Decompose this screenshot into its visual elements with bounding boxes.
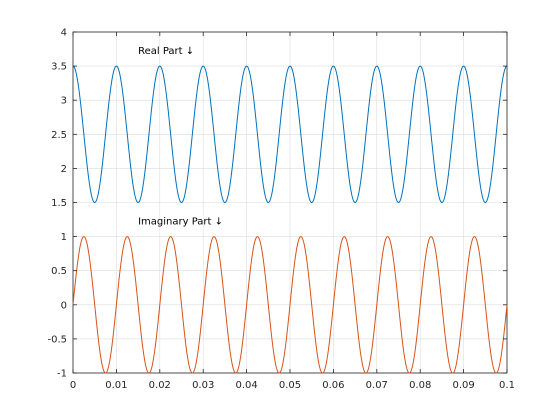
y-tick-label: -1 <box>57 369 67 380</box>
x-tick-label: 0.01 <box>105 380 127 391</box>
x-tick-label: 0.1 <box>499 380 515 391</box>
imaginary-part-label: Imaginary Part ↓ <box>138 216 223 227</box>
y-tick-label: 1 <box>61 232 67 243</box>
y-tick-label: 1.5 <box>51 198 67 209</box>
y-tick-label: 4 <box>61 28 67 39</box>
y-axis: -1 -0.5 0 0.5 1 1.5 2 2.5 3 3.5 4 <box>47 28 507 380</box>
x-tick-label: 0.09 <box>452 380 474 391</box>
x-tick-label: 0.04 <box>235 380 257 391</box>
y-tick-label: 3 <box>61 96 67 107</box>
x-axis: 0 0.01 0.02 0.03 0.04 0.05 0.06 0.07 0.08 0.09 0.1 <box>70 32 515 391</box>
x-tick-label: 0.05 <box>279 380 301 391</box>
x-tick-label: 0.06 <box>322 380 344 391</box>
y-tick-label: -0.5 <box>47 334 67 345</box>
y-tick-label: 2.5 <box>51 130 67 141</box>
x-tick-label: 0.03 <box>192 380 214 391</box>
x-tick-label: 0.02 <box>149 380 171 391</box>
x-tick-label: 0.08 <box>409 380 431 391</box>
imaginary-part-line <box>72 236 508 374</box>
y-tick-label: 2 <box>61 164 67 175</box>
real-part-line <box>72 65 508 204</box>
x-tick-label: 0.07 <box>366 380 388 391</box>
x-tick-label: 0 <box>70 380 76 391</box>
y-tick-label: 0.5 <box>51 266 67 277</box>
y-tick-label: 3.5 <box>51 62 67 73</box>
real-part-label: Real Part ↓ <box>138 46 194 57</box>
series-layer <box>72 65 508 374</box>
y-tick-label: 0 <box>61 300 67 311</box>
annotations: Real Part ↓ Imaginary Part ↓ <box>138 46 223 228</box>
